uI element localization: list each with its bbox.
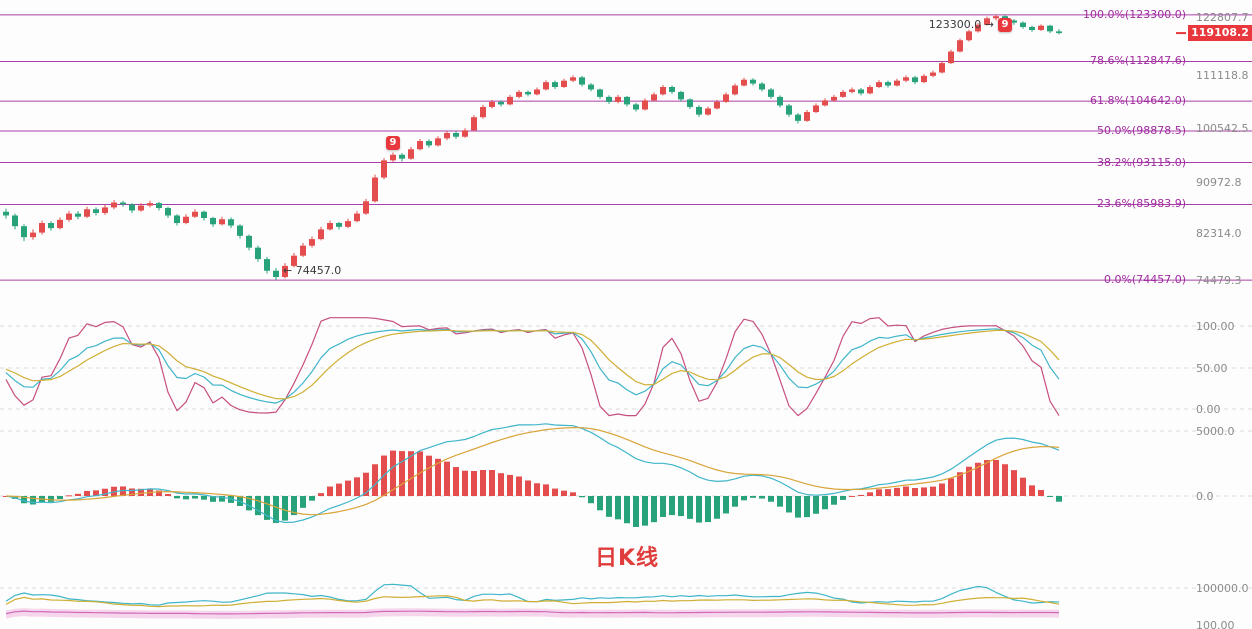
kdj-axis-label: 100.00 [1196,320,1235,333]
fib-level-label: 50.0%(98878.5) [1096,123,1186,137]
price-axis-label: 122807.7 [1196,11,1249,24]
signal-marker[interactable]: 9 [386,135,400,150]
fib-level-label: 78.6%(112847.6) [1089,54,1186,68]
macd-axis-label: 5000.0 [1196,425,1235,438]
signal-marker[interactable]: 9 [998,18,1012,33]
high-annotation: 123300.0 → [928,18,994,32]
kdj-axis-label: 50.00 [1196,362,1228,375]
macd-axis-label: 0.0 [1196,490,1214,503]
price-axis-label: 74479.3 [1196,274,1242,287]
price-axis-label: 100542.5 [1196,122,1249,135]
volume_overlay-axis-label: 100.00 [1196,619,1235,629]
current-price-tag: 119108.2 [1188,25,1252,42]
low-annotation: ← 74457.0 [283,264,342,278]
kline-period-label: 日K线 [595,546,660,571]
kdj-axis-label: 0.00 [1196,403,1221,416]
fib-level-label: 100.0%(123300.0) [1082,7,1186,21]
fib-level-label: 0.0%(74457.0) [1103,273,1186,287]
fib-level-label: 38.2%(93115.0) [1096,155,1186,169]
price-axis-label: 90972.8 [1196,176,1242,189]
volume_overlay-axis-label: 100000.0 [1196,582,1249,595]
fib-level-label: 23.6%(85983.9) [1096,197,1186,211]
fib-level-label: 61.8%(104642.0) [1089,94,1186,108]
price-axis-label: 82314.0 [1196,227,1242,240]
price-axis-label: 111118.8 [1196,69,1249,82]
